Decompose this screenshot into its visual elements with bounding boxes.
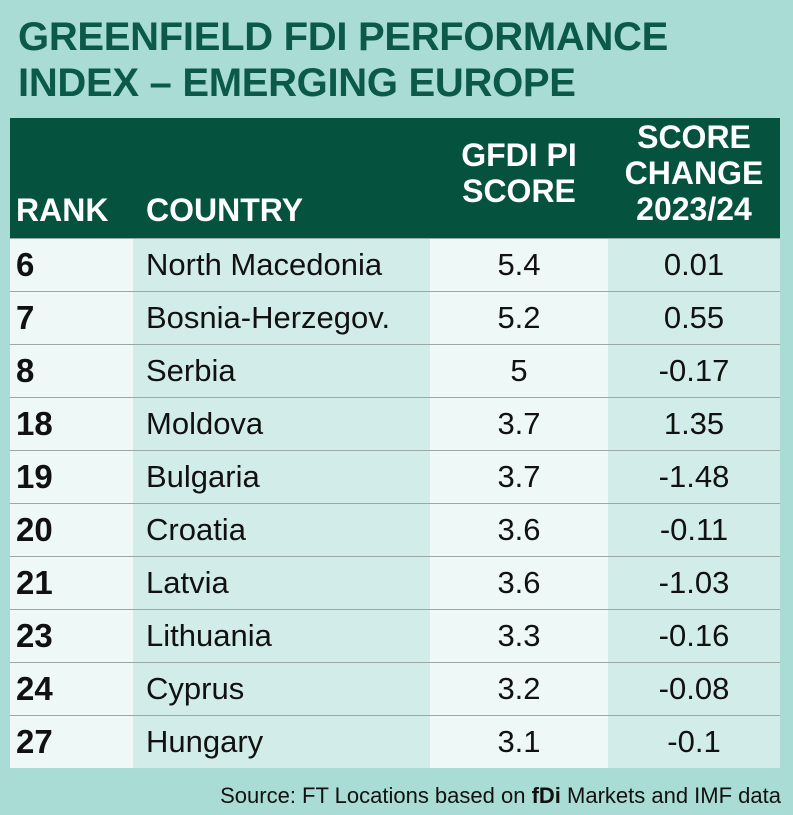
country-cell: Hungary — [133, 716, 430, 768]
source-text: Source: FT Locations based on — [220, 783, 532, 808]
table-row: 6 North Macedonia 5.4 0.01 — [10, 238, 780, 291]
header-text: CHANGE — [624, 155, 764, 191]
score-cell: 5 — [430, 345, 608, 397]
header-text: COUNTRY — [146, 192, 304, 228]
rank-cell: 20 — [10, 504, 133, 556]
score-change-cell: 0.01 — [608, 239, 780, 291]
score-change-cell: -0.1 — [608, 716, 780, 768]
rank-cell: 19 — [10, 451, 133, 503]
country-cell: North Macedonia — [133, 239, 430, 291]
score-change-cell: 1.35 — [608, 398, 780, 450]
header-text: RANK — [16, 192, 109, 228]
table-row: 20 Croatia 3.6 -0.11 — [10, 503, 780, 556]
table-row: 21 Latvia 3.6 -1.03 — [10, 556, 780, 609]
rank-cell: 7 — [10, 292, 133, 344]
score-change-cell: -1.03 — [608, 557, 780, 609]
header-cell: RANK — [10, 118, 133, 238]
score-change-cell: -0.08 — [608, 663, 780, 715]
header-cell: SCORE CHANGE 2023/24 — [608, 118, 780, 238]
country-cell: Bosnia-Herzegov. — [133, 292, 430, 344]
source-text: Markets and IMF data — [560, 783, 781, 808]
score-change-cell: -0.16 — [608, 610, 780, 662]
table-row: 24 Cyprus 3.2 -0.08 — [10, 662, 780, 715]
rank-cell: 18 — [10, 398, 133, 450]
country-cell: Bulgaria — [133, 451, 430, 503]
rank-cell: 27 — [10, 716, 133, 768]
header-cell: GFDI PI SCORE — [430, 118, 608, 238]
header-text: GFDI PI — [461, 137, 577, 173]
score-cell: 5.4 — [430, 239, 608, 291]
table-row: 23 Lithuania 3.3 -0.16 — [10, 609, 780, 662]
table-row: 18 Moldova 3.7 1.35 — [10, 397, 780, 450]
rank-cell: 24 — [10, 663, 133, 715]
country-cell: Cyprus — [133, 663, 430, 715]
rank-cell: 21 — [10, 557, 133, 609]
score-change-cell: -1.48 — [608, 451, 780, 503]
header-row: RANK COUNTRY GFDI PI SCORE SCORE CHANGE 2023/2… — [10, 118, 780, 238]
rank-cell: 23 — [10, 610, 133, 662]
country-cell: Lithuania — [133, 610, 430, 662]
score-change-cell: 0.55 — [608, 292, 780, 344]
score-cell: 3.7 — [430, 398, 608, 450]
country-cell: Moldova — [133, 398, 430, 450]
score-cell: 5.2 — [430, 292, 608, 344]
title: GREENFIELD FDI PERFORMANCE INDEX – EMERG… — [18, 15, 668, 105]
table-row: 8 Serbia 5 -0.17 — [10, 344, 780, 397]
header-text: SCORE — [637, 119, 751, 155]
score-change-cell: -0.17 — [608, 345, 780, 397]
country-cell: Serbia — [133, 345, 430, 397]
table-row: 27 Hungary 3.1 -0.1 — [10, 715, 780, 768]
score-cell: 3.7 — [430, 451, 608, 503]
rank-cell: 8 — [10, 345, 133, 397]
score-cell: 3.2 — [430, 663, 608, 715]
score-change-cell: -0.11 — [608, 504, 780, 556]
country-cell: Latvia — [133, 557, 430, 609]
source-note: Source: FT Locations based on fDi Market… — [220, 783, 781, 809]
country-cell: Croatia — [133, 504, 430, 556]
rank-cell: 6 — [10, 239, 133, 291]
source-brand: fDi — [531, 783, 561, 808]
table-row: 7 Bosnia-Herzegov. 5.2 0.55 — [10, 291, 780, 344]
score-cell: 3.6 — [430, 557, 608, 609]
table-row: 19 Bulgaria 3.7 -1.48 — [10, 450, 780, 503]
score-cell: 3.1 — [430, 716, 608, 768]
table: RANK COUNTRY GFDI PI SCORE SCORE CHANGE 2023/2… — [10, 118, 780, 768]
score-cell: 3.3 — [430, 610, 608, 662]
header-text: 2023/24 — [636, 191, 752, 227]
header-text: SCORE — [462, 173, 576, 209]
header-cell: COUNTRY — [133, 118, 430, 238]
score-cell: 3.6 — [430, 504, 608, 556]
